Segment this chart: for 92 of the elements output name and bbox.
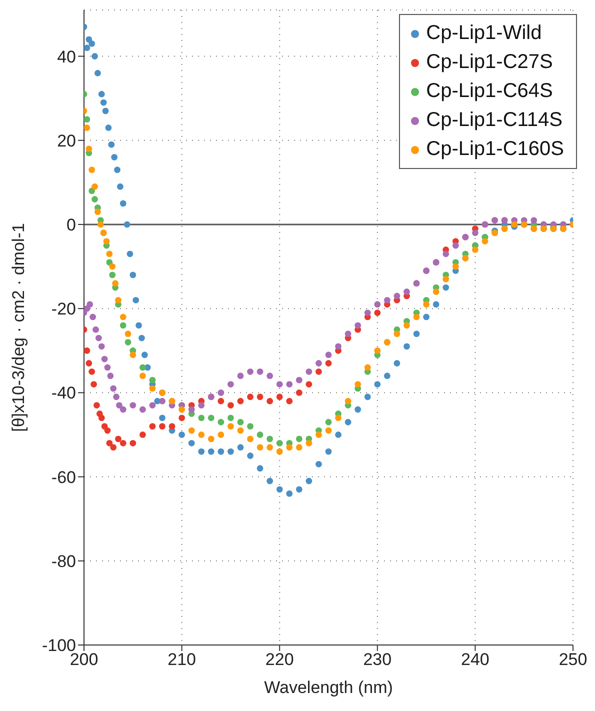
point [130, 440, 136, 446]
point [168, 423, 176, 430]
point [86, 301, 94, 308]
point [237, 372, 244, 380]
legend-label: Cp-Lip1-C114S [426, 108, 563, 133]
y-tick-label: -80 [51, 552, 76, 571]
point [296, 376, 302, 384]
point [98, 343, 105, 350]
legend-label: Cp-Lip1-C160S [426, 137, 564, 162]
point [247, 394, 254, 400]
x-tick-label: 200 [70, 650, 98, 670]
x-tick-label: 240 [461, 650, 490, 670]
point [106, 440, 113, 446]
y-tick-label: -20 [51, 300, 76, 319]
point [159, 398, 166, 404]
point [335, 343, 342, 350]
point [394, 292, 400, 300]
point [86, 360, 92, 366]
x-tick-label: 220 [265, 650, 294, 670]
point [178, 414, 185, 422]
point [90, 314, 96, 320]
y-tick-label: 40 [57, 47, 76, 66]
point [104, 364, 111, 371]
point [218, 389, 224, 396]
point [149, 423, 156, 430]
point [218, 398, 224, 404]
point [139, 406, 146, 413]
point [115, 436, 122, 442]
point [92, 326, 99, 333]
point [374, 301, 381, 308]
point [374, 310, 381, 316]
point [276, 381, 283, 388]
point [306, 368, 312, 375]
point [84, 347, 90, 354]
point [344, 330, 352, 338]
point [94, 402, 100, 408]
x-tick-label: 230 [363, 650, 392, 670]
point [276, 394, 283, 400]
point [286, 398, 293, 404]
point [384, 296, 390, 304]
legend-label: Cp-Lip1-C27S [426, 50, 553, 75]
y-axis-title: [θ]x10-3/deg · cm2 · dmol-1 [9, 223, 28, 432]
point [198, 402, 205, 408]
y-tick-label: -40 [51, 384, 76, 403]
point [120, 406, 126, 413]
point [306, 381, 312, 388]
point [404, 288, 410, 295]
point [139, 432, 146, 438]
point [116, 402, 122, 408]
point [130, 402, 136, 408]
y-tick-label: 20 [57, 131, 76, 150]
point [88, 368, 96, 375]
point [256, 394, 264, 400]
point [228, 381, 234, 388]
point [228, 402, 234, 408]
point [110, 444, 117, 451]
point [107, 372, 114, 380]
point [354, 322, 362, 329]
y-tick-label: 0 [66, 216, 76, 235]
point [159, 423, 166, 430]
point [149, 402, 156, 408]
x-axis-title: Wavelength (nm) [264, 678, 393, 697]
point [256, 368, 264, 375]
point [90, 381, 97, 388]
x-tick-label: 210 [168, 650, 196, 670]
point [120, 440, 126, 446]
point [442, 250, 450, 258]
point [296, 389, 302, 396]
point [316, 360, 322, 366]
legend-label: Cp-Lip1-Wild [426, 21, 542, 46]
point [452, 242, 459, 249]
point [266, 372, 274, 380]
point [95, 334, 102, 342]
point [237, 398, 244, 404]
point [266, 398, 274, 404]
point [472, 230, 478, 236]
point [188, 406, 195, 413]
point [364, 310, 371, 316]
point [113, 394, 120, 400]
point [286, 381, 293, 388]
point [101, 356, 108, 362]
point [325, 360, 332, 366]
legend-label: Cp-Lip1-C64S [426, 79, 553, 104]
y-tick-label: -60 [51, 468, 76, 487]
point [247, 368, 254, 375]
point [110, 385, 117, 392]
point [98, 414, 105, 422]
point [530, 217, 538, 224]
point [104, 427, 111, 434]
x-tick-label: 250 [558, 650, 588, 670]
point [325, 352, 332, 358]
point [316, 368, 322, 375]
